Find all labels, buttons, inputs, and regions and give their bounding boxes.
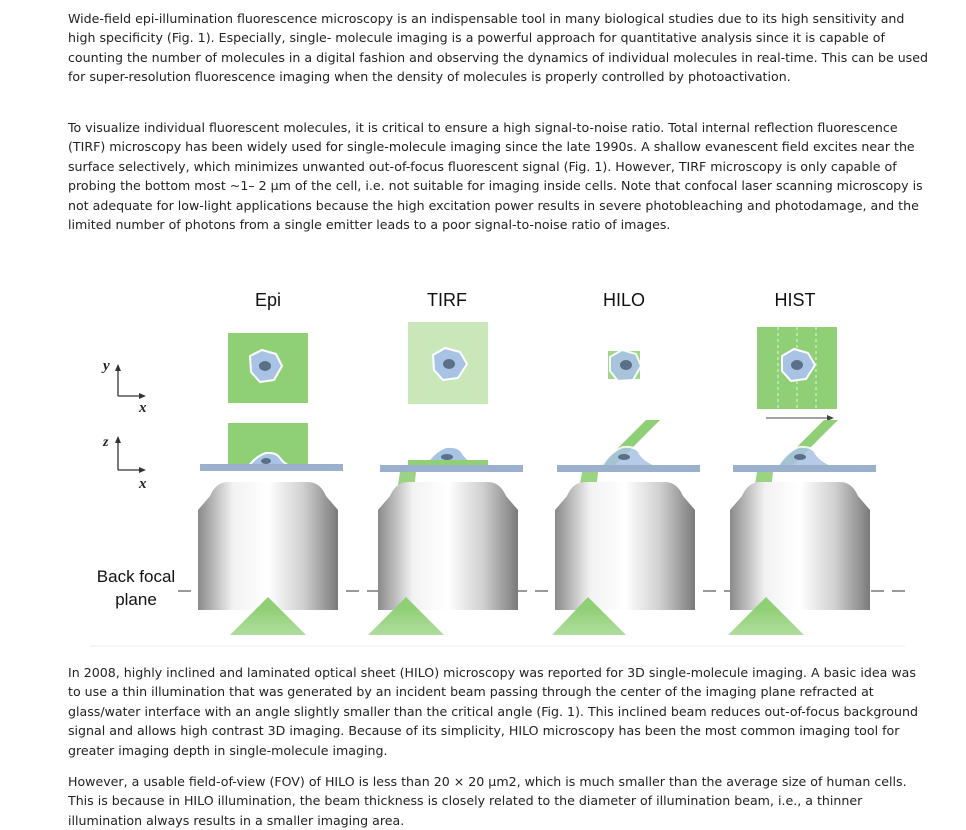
hilo-coverslip: [557, 465, 700, 472]
xy-axes-icon: y x: [101, 358, 147, 416]
microscopy-comparison-figure: Epi TIRF HILO HIST y x z x Back focal pl…: [90, 290, 910, 647]
hilo-panel: [552, 348, 700, 635]
axis-label-y: y: [101, 358, 110, 374]
axis-label-z: z: [102, 435, 109, 450]
xz-axes-icon: z x: [102, 435, 147, 492]
epi-objective-lens: [198, 482, 338, 610]
epi-panel: [198, 333, 343, 635]
column-title-hist: HIST: [774, 290, 815, 310]
tirf-evanescent-field: [408, 460, 488, 466]
hist-panel: [728, 327, 876, 635]
axis-label-x-top: x: [138, 400, 147, 416]
tirf-panel: [368, 322, 523, 635]
axis-label-x-bottom: x: [138, 476, 147, 492]
hilo-objective-lens: [555, 482, 695, 610]
epi-coverslip: [200, 464, 343, 471]
tirf-objective-lens: [378, 482, 518, 610]
intro-paragraph: Wide-field epi-illumination fluorescence…: [68, 11, 928, 85]
hist-coverslip: [733, 465, 876, 472]
hilo-paragraph: In 2008, highly inclined and laminated o…: [68, 665, 918, 758]
tirf-coverslip: [380, 465, 523, 472]
tirf-paragraph: To visualize individual fluorescent mole…: [68, 120, 923, 233]
back-focal-label-line1: Back focal: [97, 567, 175, 586]
column-title-tirf: TIRF: [427, 290, 467, 310]
fov-paragraph: However, a usable field-of-view (FOV) of…: [68, 774, 907, 828]
back-focal-label-line2: plane: [115, 590, 157, 609]
column-title-hilo: HILO: [603, 290, 645, 310]
column-title-epi: Epi: [255, 290, 281, 310]
hist-objective-lens: [730, 482, 870, 610]
